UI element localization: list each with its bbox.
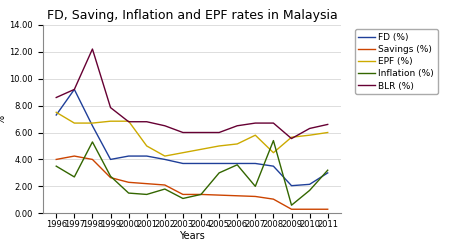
BLR (%) [234, 124, 240, 127]
Inflation (%) [72, 175, 77, 178]
Inflation (%) [108, 175, 113, 178]
Inflation (%) [180, 197, 186, 200]
BLR (%) [253, 122, 258, 124]
FD (%) [325, 171, 330, 174]
Legend: FD (%), Savings (%), EPF (%), Inflation (%), BLR (%): FD (%), Savings (%), EPF (%), Inflation … [355, 29, 438, 94]
EPF (%) [90, 122, 95, 124]
Savings (%) [90, 158, 95, 161]
FD (%) [180, 162, 186, 165]
Inflation (%) [90, 140, 95, 143]
FD (%) [72, 88, 77, 91]
Inflation (%) [54, 165, 59, 168]
Line: EPF (%): EPF (%) [56, 112, 328, 156]
EPF (%) [180, 151, 186, 154]
FD (%) [144, 155, 150, 157]
FD (%) [234, 162, 240, 165]
EPF (%) [126, 120, 131, 123]
FD (%) [90, 124, 95, 127]
EPF (%) [289, 136, 294, 139]
Inflation (%) [198, 193, 204, 196]
Line: FD (%): FD (%) [56, 90, 328, 186]
Savings (%) [271, 198, 276, 201]
Savings (%) [162, 184, 168, 186]
FD (%) [307, 183, 312, 186]
EPF (%) [54, 111, 59, 114]
EPF (%) [307, 134, 312, 137]
FD (%) [126, 155, 131, 157]
BLR (%) [289, 137, 294, 140]
BLR (%) [180, 131, 186, 134]
EPF (%) [162, 155, 168, 157]
Savings (%) [54, 158, 59, 161]
BLR (%) [54, 96, 59, 99]
EPF (%) [198, 148, 204, 151]
EPF (%) [216, 145, 222, 148]
Savings (%) [253, 195, 258, 198]
BLR (%) [90, 48, 95, 51]
Savings (%) [180, 193, 186, 196]
Title: FD, Saving, Inflation and EPF rates in Malaysia: FD, Saving, Inflation and EPF rates in M… [46, 9, 337, 22]
X-axis label: Years: Years [179, 231, 205, 241]
BLR (%) [144, 120, 150, 123]
BLR (%) [216, 131, 222, 134]
FD (%) [216, 162, 222, 165]
FD (%) [289, 184, 294, 187]
FD (%) [253, 162, 258, 165]
BLR (%) [325, 123, 330, 126]
FD (%) [54, 114, 59, 117]
EPF (%) [271, 151, 276, 154]
Savings (%) [108, 176, 113, 179]
BLR (%) [162, 124, 168, 127]
Inflation (%) [162, 187, 168, 190]
Line: Inflation (%): Inflation (%) [56, 141, 328, 205]
Line: BLR (%): BLR (%) [56, 49, 328, 139]
BLR (%) [108, 106, 113, 109]
Savings (%) [307, 208, 312, 211]
EPF (%) [144, 145, 150, 148]
Savings (%) [72, 155, 77, 157]
Savings (%) [216, 194, 222, 197]
Inflation (%) [325, 169, 330, 172]
BLR (%) [72, 88, 77, 91]
Savings (%) [325, 208, 330, 211]
Inflation (%) [126, 192, 131, 195]
Y-axis label: %: % [0, 115, 7, 124]
Inflation (%) [271, 139, 276, 142]
Savings (%) [126, 181, 131, 184]
EPF (%) [253, 134, 258, 137]
Inflation (%) [216, 171, 222, 174]
EPF (%) [108, 120, 113, 123]
Line: Savings (%): Savings (%) [56, 156, 328, 209]
BLR (%) [198, 131, 204, 134]
FD (%) [198, 162, 204, 165]
FD (%) [271, 165, 276, 168]
Inflation (%) [144, 193, 150, 196]
Savings (%) [144, 182, 150, 185]
EPF (%) [72, 122, 77, 124]
BLR (%) [271, 122, 276, 124]
Savings (%) [289, 208, 294, 211]
Inflation (%) [253, 185, 258, 188]
BLR (%) [307, 127, 312, 130]
FD (%) [108, 158, 113, 161]
EPF (%) [234, 142, 240, 145]
Savings (%) [198, 193, 204, 196]
FD (%) [162, 158, 168, 161]
EPF (%) [325, 131, 330, 134]
Savings (%) [234, 194, 240, 197]
Inflation (%) [289, 204, 294, 207]
BLR (%) [126, 120, 131, 123]
Inflation (%) [307, 189, 312, 192]
Inflation (%) [234, 163, 240, 166]
